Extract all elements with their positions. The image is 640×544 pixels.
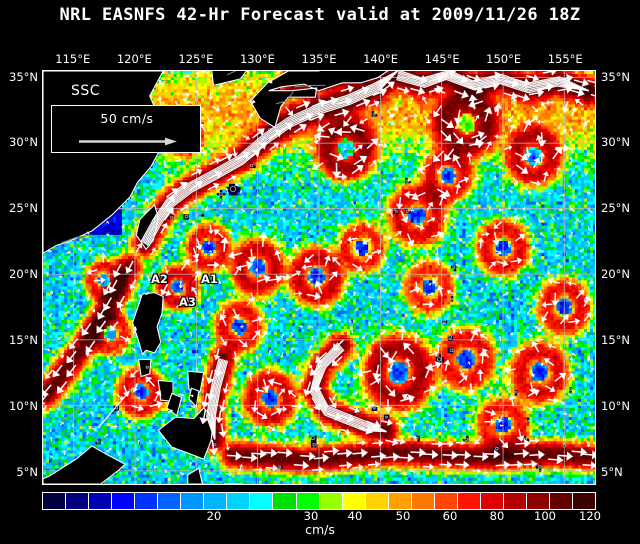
colorbar-cell-0	[43, 493, 66, 509]
colorbar-tick-20: 20	[207, 509, 222, 523]
colorbar-cell-18	[458, 493, 481, 509]
latitude-tick-left-30: 30°N	[0, 135, 38, 149]
longitude-axis-top: 115°E 120°E 125°E 130°E 135°E 140°E 145°E 150°E…	[0, 52, 640, 66]
colorbar-tick-120: 120	[579, 509, 601, 523]
colorbar-tick-labels: 20 30 40 50 60 80 100 120	[0, 509, 640, 523]
colorbar-cell-17	[435, 493, 458, 509]
colorbar-tick-30: 30	[304, 509, 319, 523]
colorbar-tick-40: 40	[348, 509, 363, 523]
latitude-tick-left-25: 25°N	[0, 201, 38, 215]
colorbar-cell-16	[412, 493, 435, 509]
vector-scale-box: 50 cm/s	[51, 105, 201, 153]
colorbar-cell-11	[297, 493, 320, 509]
colorbar-tick-100: 100	[534, 509, 556, 523]
colorbar-cell-13	[343, 493, 366, 509]
annotation-a1: A1	[201, 272, 218, 286]
latitude-tick-right-10: 10°N	[601, 399, 640, 413]
latitude-tick-right-20: 20°N	[601, 267, 640, 281]
colorbar-unit-label: cm/s	[0, 522, 640, 537]
colorbar-cell-21	[527, 493, 550, 509]
latitude-tick-right-5: 5°N	[601, 465, 640, 479]
colorbar-tick-80: 80	[490, 509, 505, 523]
longitude-tick-155: 155°E	[548, 52, 583, 66]
colorbar-cell-15	[389, 493, 412, 509]
colorbar-cell-12	[320, 493, 343, 509]
colorbar-cell-7	[204, 493, 227, 509]
latitude-tick-left-20: 20°N	[0, 267, 38, 281]
colorbar-cell-4	[135, 493, 158, 509]
latitude-tick-left-10: 10°N	[0, 399, 38, 413]
map-panel[interactable]: SSC 50 cm/s A2 A1 A3	[42, 70, 596, 485]
colorbar-cell-1	[66, 493, 89, 509]
latitude-tick-right-25: 25°N	[601, 201, 640, 215]
ssc-legend-label: SSC	[71, 83, 100, 99]
longitude-tick-135: 135°E	[302, 52, 337, 66]
colorbar-tick-50: 50	[396, 509, 411, 523]
colorbar-cell-10	[273, 493, 296, 509]
latitude-tick-left-15: 15°N	[0, 333, 38, 347]
longitude-tick-115: 115°E	[55, 52, 90, 66]
latitude-tick-right-35: 35°N	[601, 70, 640, 84]
colorbar-cell-22	[550, 493, 573, 509]
page-title: NRL EASNFS 42-Hr Forecast valid at 2009/…	[0, 5, 640, 25]
vector-scale-label: 50 cm/s	[52, 111, 202, 126]
colorbar-cell-14	[366, 493, 389, 509]
colorbar-cell-20	[504, 493, 527, 509]
annotation-a2: A2	[151, 272, 168, 286]
colorbar-cell-23	[573, 493, 595, 509]
colorbar-tick-60: 60	[443, 509, 458, 523]
latitude-tick-left-5: 5°N	[0, 465, 38, 479]
longitude-tick-130: 130°E	[240, 52, 275, 66]
longitude-tick-150: 150°E	[486, 52, 521, 66]
colorbar-cell-19	[481, 493, 504, 509]
annotation-a3: A3	[179, 295, 196, 309]
longitude-tick-145: 145°E	[425, 52, 460, 66]
colorbar-cell-6	[181, 493, 204, 509]
longitude-tick-140: 140°E	[363, 52, 398, 66]
latitude-tick-left-35: 35°N	[0, 70, 38, 84]
longitude-tick-125: 125°E	[178, 52, 213, 66]
latitude-tick-right-15: 15°N	[601, 333, 640, 347]
colorbar-cell-8	[227, 493, 250, 509]
colorbar-cell-5	[158, 493, 181, 509]
colorbar-cell-2	[89, 493, 112, 509]
colorbar-cell-3	[112, 493, 135, 509]
latitude-tick-right-30: 30°N	[601, 135, 640, 149]
vector-scale-arrow-icon	[77, 137, 177, 146]
colorbar[interactable]	[42, 492, 596, 510]
colorbar-cell-9	[250, 493, 273, 509]
longitude-tick-120: 120°E	[117, 52, 152, 66]
forecast-map-figure: NRL EASNFS 42-Hr Forecast valid at 2009/…	[0, 0, 640, 544]
